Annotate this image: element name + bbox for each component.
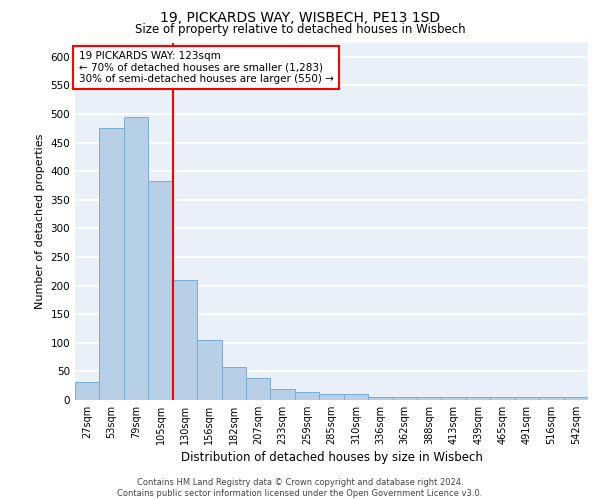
Bar: [100, 128, 124, 400]
Text: Contains HM Land Registry data © Crown copyright and database right 2024.
Contai: Contains HM Land Registry data © Crown c…: [118, 478, 482, 498]
Text: Size of property relative to detached houses in Wisbech: Size of property relative to detached ho…: [134, 22, 466, 36]
Y-axis label: Number of detached properties: Number of detached properties: [35, 134, 45, 309]
Bar: [344, 394, 368, 400]
Bar: [221, 368, 246, 400]
Bar: [515, 397, 539, 400]
Bar: [148, 182, 173, 400]
Bar: [490, 397, 515, 400]
Bar: [539, 397, 563, 400]
Bar: [319, 394, 344, 400]
Bar: [271, 388, 295, 400]
Bar: [368, 397, 392, 400]
Bar: [392, 397, 417, 400]
Bar: [417, 397, 442, 400]
Text: 19, PICKARDS WAY, WISBECH, PE13 1SD: 19, PICKARDS WAY, WISBECH, PE13 1SD: [160, 12, 440, 26]
Bar: [246, 378, 271, 400]
Text: 19 PICKARDS WAY: 123sqm
← 70% of detached houses are smaller (1,283)
30% of semi: 19 PICKARDS WAY: 123sqm ← 70% of detache…: [79, 51, 334, 84]
Bar: [295, 392, 319, 400]
Bar: [442, 397, 466, 400]
Bar: [173, 280, 197, 400]
Bar: [197, 340, 221, 400]
Bar: [75, 382, 100, 400]
Bar: [466, 397, 490, 400]
Bar: [124, 117, 148, 400]
Bar: [563, 397, 588, 400]
X-axis label: Distribution of detached houses by size in Wisbech: Distribution of detached houses by size …: [181, 451, 482, 464]
